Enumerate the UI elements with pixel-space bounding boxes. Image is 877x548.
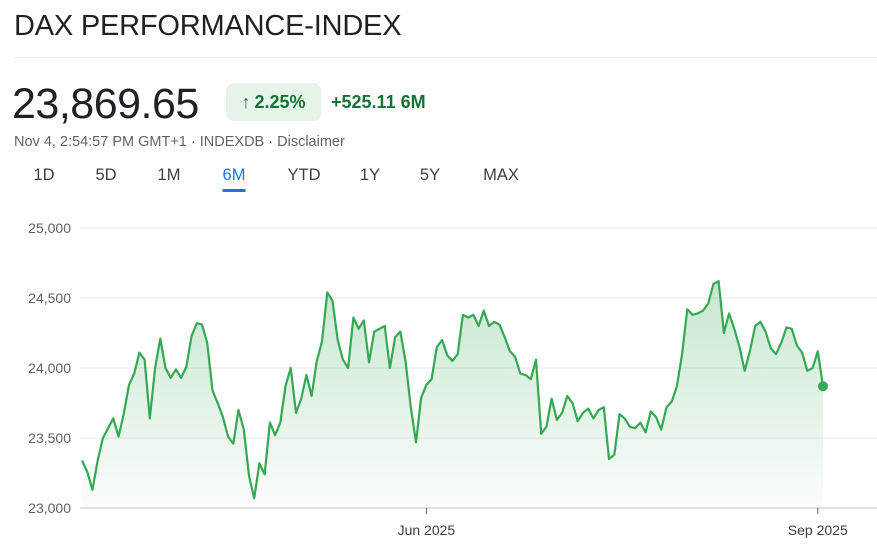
absolute-change: +525.11 6M bbox=[331, 92, 426, 112]
price-chart[interactable]: 23,000 23,500 24,000 24,500 25,000 Jun 2025 S… bbox=[0, 210, 877, 548]
tab-max[interactable]: MAX bbox=[483, 166, 519, 184]
y-tick-label: 23,000 bbox=[28, 500, 71, 516]
chart-area-fill bbox=[82, 281, 823, 508]
tab-1m[interactable]: 1M bbox=[157, 166, 181, 184]
y-tick-label: 24,500 bbox=[28, 290, 71, 306]
y-tick-label: 23,500 bbox=[28, 430, 71, 446]
separator: · bbox=[186, 134, 200, 150]
tab-ytd[interactable]: YTD bbox=[287, 166, 321, 184]
chart-series-line[interactable] bbox=[81, 280, 825, 500]
tab-6m[interactable]: 6M bbox=[222, 166, 246, 192]
y-axis-labels: 23,000 23,500 24,000 24,500 25,000 bbox=[28, 220, 71, 516]
disclaimer-link[interactable]: Disclaimer bbox=[277, 134, 345, 150]
arrow-up-icon: ↑ bbox=[241, 92, 251, 112]
page-title: DAX PERFORMANCE-INDEX bbox=[14, 10, 402, 42]
last-price-marker bbox=[818, 381, 828, 392]
current-price: 23,869.65 bbox=[12, 80, 199, 128]
y-tick-label: 24,000 bbox=[28, 360, 71, 376]
x-tick-label: Sep 2025 bbox=[788, 522, 848, 538]
timestamp: Nov 4, 2:54:57 PM GMT+1 bbox=[14, 134, 187, 150]
data-source: INDEXDB bbox=[199, 134, 265, 150]
percent-change-value: 2.25% bbox=[254, 91, 306, 112]
divider bbox=[14, 57, 877, 58]
y-tick-label: 25,000 bbox=[28, 220, 71, 236]
tab-5d[interactable]: 5D bbox=[95, 166, 117, 184]
quote-meta: Nov 4, 2:54:57 PM GMT+1 · INDEXDB · Disc… bbox=[14, 134, 345, 150]
tab-1y[interactable]: 1Y bbox=[359, 166, 381, 184]
separator: · bbox=[264, 134, 278, 150]
tab-5y[interactable]: 5Y bbox=[419, 166, 441, 184]
x-tick-label: Jun 2025 bbox=[398, 522, 456, 538]
tab-1d[interactable]: 1D bbox=[33, 166, 55, 184]
range-tabs: 1D 5D 1M 6M YTD 1Y 5Y MAX bbox=[0, 166, 600, 196]
percent-change-badge: ↑ 2.25% bbox=[226, 83, 321, 121]
